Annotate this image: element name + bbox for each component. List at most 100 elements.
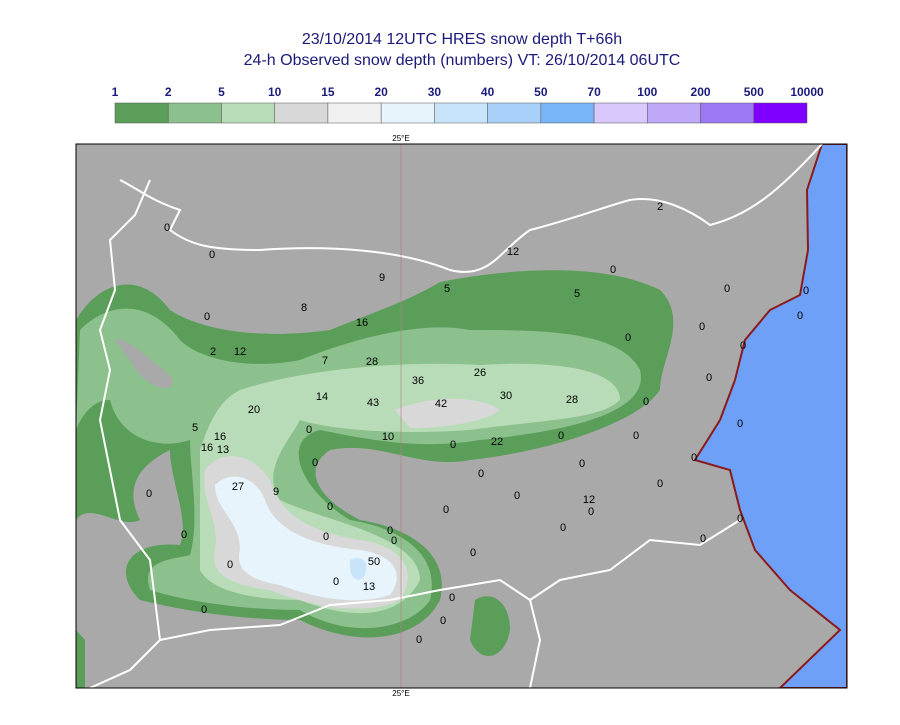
observation: 5 (574, 288, 580, 300)
observation: 16 (214, 431, 226, 443)
legend-label: 20 (374, 85, 388, 99)
observation: 8 (301, 302, 307, 314)
legend-label: 2 (165, 85, 172, 99)
border (159, 578, 542, 688)
legend-swatch (753, 102, 808, 124)
observation: 50 (368, 556, 380, 568)
observation: 28 (366, 356, 378, 368)
observation: 42 (435, 398, 447, 410)
border (119, 144, 823, 273)
observation: 0 (699, 321, 705, 333)
legend-swatch (380, 102, 435, 124)
observation: 13 (363, 581, 375, 593)
observation: 0 (164, 222, 170, 234)
observation: 0 (440, 615, 446, 627)
observation: 0 (204, 311, 210, 323)
legend-label: 30 (428, 85, 442, 99)
observation: 0 (306, 424, 312, 436)
observation: 0 (657, 478, 663, 490)
snow-gap (115, 339, 173, 389)
observation: 0 (724, 283, 730, 295)
subtitle: 24-h Observed snow depth (numbers) VT: 2… (244, 52, 681, 69)
observation: 12 (234, 346, 246, 358)
observation: 16 (201, 442, 213, 454)
observation: 20 (248, 404, 260, 416)
observation: 9 (273, 486, 279, 498)
observation: 0 (514, 490, 520, 502)
meridian-label: 25°E (392, 689, 409, 698)
title: 23/10/2014 12UTC HRES snow depth T+66h (302, 31, 622, 48)
observation: 14 (316, 391, 328, 403)
observation: 0 (691, 452, 697, 464)
observation: 0 (387, 525, 393, 537)
snow-30 (349, 558, 367, 580)
legend-swatch (593, 102, 648, 124)
observation: 0 (227, 559, 233, 571)
legend-label: 15 (321, 85, 335, 99)
legend-label: 5 (218, 85, 225, 99)
legend-label: 1 (112, 85, 119, 99)
legend-swatch (434, 102, 488, 124)
observation: 0 (391, 535, 397, 547)
observation: 0 (312, 457, 318, 469)
legend: 1 2 5 10 15 20 30 40 50 70 100 200 500 10000 (112, 85, 824, 124)
observation: 16 (356, 317, 368, 329)
observation: 22 (491, 436, 503, 448)
observation: 0 (181, 529, 187, 541)
legend-label: 40 (481, 85, 495, 99)
observation: 0 (333, 576, 339, 588)
observation: 43 (367, 397, 379, 409)
observation: 0 (633, 430, 639, 442)
observation: 27 (232, 481, 244, 493)
observation: 9 (379, 272, 385, 284)
observation: 28 (566, 394, 578, 406)
observation: 0 (643, 396, 649, 408)
snow-1b (76, 630, 85, 688)
observation: 12 (507, 246, 519, 258)
legend-swatch (700, 102, 755, 124)
observation: 0 (588, 506, 594, 518)
observation: 0 (201, 604, 207, 616)
observation: 5 (192, 422, 198, 434)
observation: 0 (797, 310, 803, 322)
observation: 10 (382, 431, 394, 443)
legend-label: 50 (534, 85, 548, 99)
observation: 2 (210, 346, 216, 358)
observation: 0 (625, 332, 631, 344)
legend-label: 200 (691, 85, 711, 99)
observation: 30 (500, 390, 512, 402)
legend-label: 500 (744, 85, 764, 99)
observation: 0 (610, 264, 616, 276)
observation: 0 (560, 522, 566, 534)
legend-label: 100 (637, 85, 657, 99)
meridian-label: 25°E (392, 134, 409, 143)
observation: 12 (583, 494, 595, 506)
border (529, 519, 741, 601)
legend-swatch (647, 102, 701, 124)
legend-label: 70 (587, 85, 601, 99)
observation: 0 (558, 430, 564, 442)
observation: 0 (470, 547, 476, 559)
legend-swatch (487, 102, 542, 124)
observation: 5 (444, 283, 450, 295)
observation: 0 (146, 488, 152, 500)
observation: 7 (322, 355, 328, 367)
legend-swatch (221, 102, 275, 124)
sea (693, 144, 847, 688)
legend-label: 10 (268, 85, 282, 99)
observation: 0 (478, 468, 484, 480)
observation: 0 (443, 504, 449, 516)
observation: 0 (803, 285, 809, 297)
map-frame (75, 143, 848, 689)
observation: 0 (706, 372, 712, 384)
observation: 0 (579, 458, 585, 470)
legend-swatch (327, 102, 382, 124)
observation: 0 (449, 592, 455, 604)
observation: 0 (450, 439, 456, 451)
observation: 13 (217, 444, 229, 456)
legend-swatch (274, 102, 329, 124)
observation: 0 (737, 418, 743, 430)
